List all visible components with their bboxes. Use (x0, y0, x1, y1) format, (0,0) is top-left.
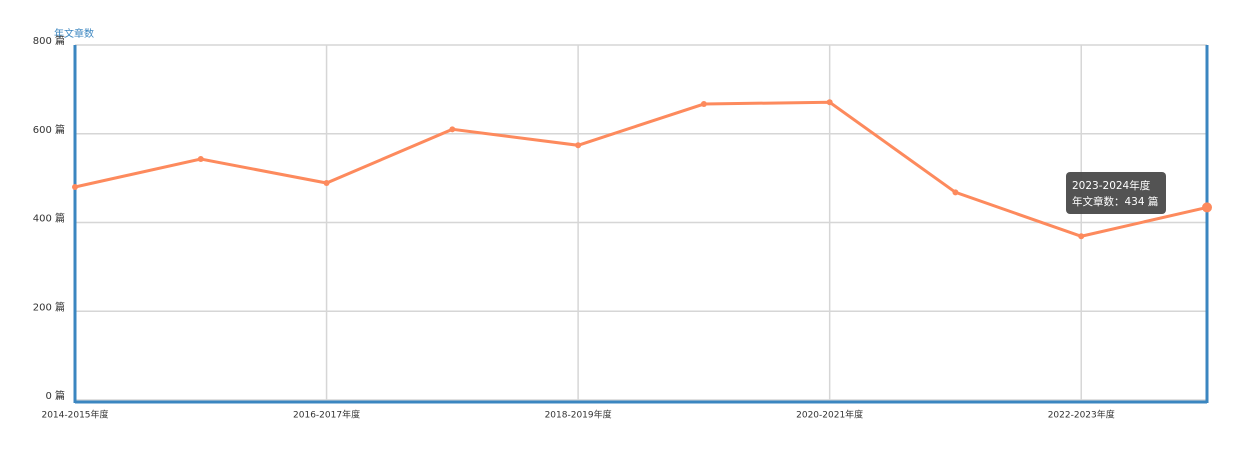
x-tick-label: 2020-2021年度 (796, 409, 863, 421)
point (700, 101, 707, 108)
x-tick-label: 2022-2023年度 (1048, 409, 1115, 421)
tooltip-box (1066, 172, 1166, 214)
y-tick-label: 400 篇 (33, 212, 65, 225)
point (72, 184, 78, 190)
x-tick-label: 2016-2017年度 (293, 409, 360, 421)
y-tick-label: 0 篇 (45, 389, 65, 402)
point (449, 126, 456, 133)
point (1078, 233, 1085, 240)
point (826, 99, 833, 106)
point (952, 189, 959, 196)
x-tick-label: 2014-2015年度 (41, 409, 108, 421)
point (197, 156, 204, 163)
y-tick-label: 200 篇 (33, 300, 65, 313)
tooltip-title: 2023-2024年度 (1072, 179, 1151, 192)
point (1202, 202, 1212, 213)
x-tick-label: 2018-2019年度 (545, 409, 612, 421)
y-axis-name: 年文章数 (54, 27, 94, 40)
point (323, 180, 330, 187)
point (575, 142, 582, 149)
y-tick-label: 600 篇 (33, 123, 65, 136)
tooltip-text: 年文章数：434 篇 (1072, 195, 1158, 208)
line (74, 100, 1208, 238)
y-tick-label: 800 篇 (33, 34, 65, 47)
